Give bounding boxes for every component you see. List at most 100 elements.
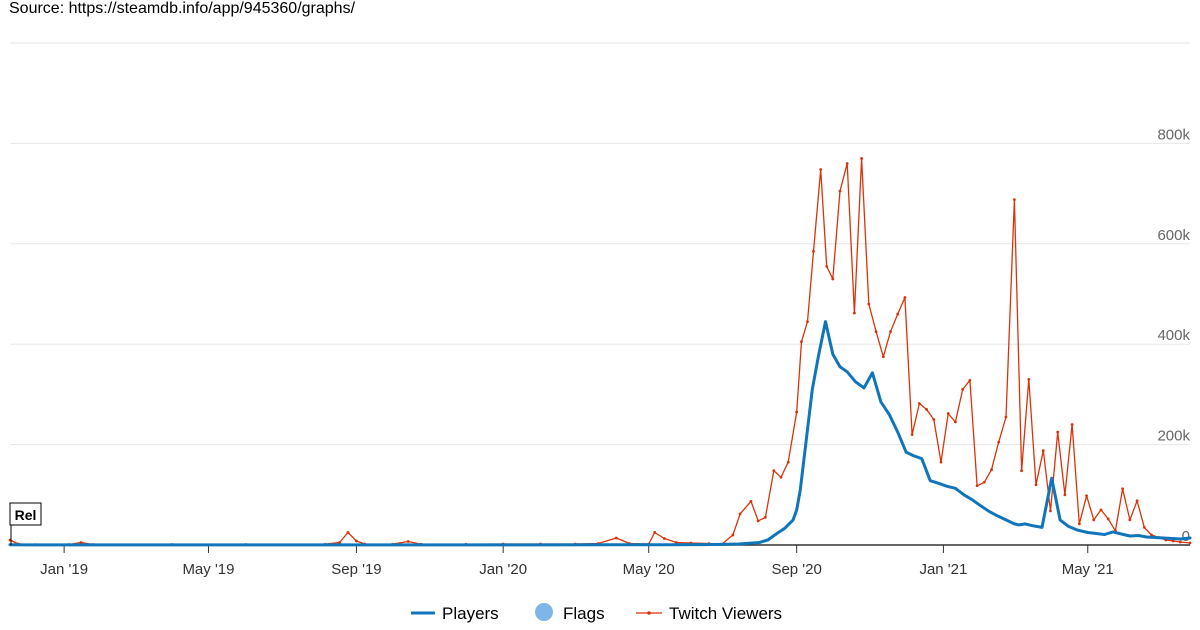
twitch-viewers-point[interactable] — [1020, 469, 1024, 473]
twitch-viewers-point[interactable] — [406, 540, 410, 543]
twitch-viewers-point[interactable] — [1070, 423, 1074, 426]
legend-players-label[interactable]: Players — [442, 604, 499, 623]
twitch-viewers-point[interactable] — [763, 515, 767, 519]
twitch-viewers-point[interactable] — [1142, 526, 1146, 529]
twitch-viewers-point[interactable] — [346, 531, 350, 534]
twitch-viewers-point[interactable] — [954, 420, 957, 424]
players-line[interactable] — [8, 320, 1192, 547]
twitch-viewers-point[interactable] — [1150, 533, 1153, 537]
twitch-viewers-point[interactable] — [881, 355, 885, 359]
y-tick-label: 0 — [1182, 528, 1190, 545]
twitch-viewers-point[interactable] — [795, 410, 799, 414]
twitch-viewers-point[interactable] — [867, 302, 871, 306]
y-tick-label: 800k — [1157, 126, 1190, 143]
twitch-viewers-point[interactable] — [819, 168, 823, 171]
legend-twitch-label[interactable]: Twitch Viewers — [669, 604, 782, 623]
twitch-viewers-point[interactable] — [772, 469, 776, 473]
twitch-viewers-point[interactable] — [1188, 541, 1192, 545]
twitch-viewers-point[interactable] — [1063, 493, 1067, 497]
twitch-viewers-point[interactable] — [982, 480, 986, 484]
twitch-viewers-point[interactable] — [800, 340, 803, 344]
twitch-viewers-point[interactable] — [1077, 522, 1081, 526]
twitch-viewers-point[interactable] — [1178, 540, 1182, 544]
twitch-viewers-point[interactable] — [1041, 449, 1045, 453]
twitch-viewers-point[interactable] — [853, 311, 856, 315]
grid-lines — [10, 42, 1190, 446]
twitch-viewers-point[interactable] — [355, 539, 358, 543]
twitch-viewers-point[interactable] — [990, 468, 993, 472]
twitch-viewers-point[interactable] — [1004, 415, 1008, 419]
x-tick-label: Jan '19 — [40, 561, 88, 578]
twitch-viewers-point[interactable] — [779, 475, 783, 479]
twitch-viewers-point[interactable] — [1012, 198, 1016, 202]
twitch-viewers-point[interactable] — [939, 460, 943, 464]
twitch-viewers-point[interactable] — [825, 264, 829, 268]
twitch-viewers-point[interactable] — [946, 412, 950, 415]
twitch-viewers-line[interactable] — [9, 157, 1191, 546]
twitch-viewers-point[interactable] — [997, 440, 1001, 444]
x-tick-label: May '19 — [182, 561, 234, 578]
twitch-viewers-point[interactable] — [1099, 508, 1103, 512]
series-players[interactable] — [8, 320, 1192, 547]
twitch-viewers-point[interactable] — [961, 387, 965, 391]
y-tick-label: 200k — [1157, 428, 1190, 445]
twitch-viewers-point[interactable] — [1106, 517, 1110, 521]
twitch-viewers-point[interactable] — [812, 249, 815, 253]
legend-flags-label[interactable]: Flags — [563, 604, 605, 623]
twitch-viewers-point[interactable] — [731, 533, 735, 537]
twitch-viewers-point[interactable] — [874, 330, 878, 334]
x-tick-label: Sep '19 — [331, 561, 381, 578]
twitch-viewers-point[interactable] — [968, 378, 972, 382]
twitch-viewers-point[interactable] — [1092, 518, 1096, 522]
legend-twitch-marker — [647, 611, 651, 615]
twitch-viewers-point[interactable] — [338, 541, 341, 544]
y-tick-label: 400k — [1157, 327, 1190, 344]
twitch-viewers-point[interactable] — [838, 189, 842, 193]
twitch-viewers-point[interactable] — [1171, 539, 1175, 543]
twitch-viewers-point[interactable] — [1085, 494, 1088, 498]
flag-label: Rel — [15, 507, 37, 523]
x-tick-label: Jan '20 — [479, 561, 527, 578]
twitch-viewers-point[interactable] — [1034, 483, 1038, 487]
series-twitch-viewers[interactable] — [8, 157, 1192, 546]
twitch-viewers-point[interactable] — [653, 531, 657, 534]
twitch-viewers-point[interactable] — [925, 408, 928, 411]
x-axis: Jan '19 May '19 Sep '19 Jan '20 May '20 Sep '… — [10, 544, 1190, 578]
twitch-viewers-point[interactable] — [845, 162, 849, 165]
twitch-viewers-point[interactable] — [786, 460, 790, 464]
twitch-viewers-point[interactable] — [1027, 377, 1031, 381]
twitch-viewers-point[interactable] — [79, 541, 83, 544]
x-tick-label: May '20 — [623, 561, 675, 578]
twitch-viewers-point[interactable] — [889, 330, 892, 334]
twitch-viewers-point[interactable] — [1049, 509, 1052, 513]
source-caption: Source: https://steamdb.info/app/945360/… — [9, 0, 356, 17]
twitch-viewers-point[interactable] — [860, 157, 864, 160]
twitch-viewers-point[interactable] — [1056, 430, 1060, 434]
twitch-viewers-point[interactable] — [749, 499, 753, 503]
x-tick-label: Jan '21 — [919, 561, 967, 578]
twitch-viewers-point[interactable] — [831, 277, 835, 281]
y-tick-label: 600k — [1157, 227, 1190, 244]
twitch-viewers-point[interactable] — [896, 312, 900, 316]
twitch-viewers-point[interactable] — [1135, 499, 1139, 503]
twitch-viewers-point[interactable] — [1121, 487, 1125, 491]
twitch-viewers-point[interactable] — [756, 519, 760, 523]
legend-flags-symbol — [535, 603, 553, 621]
x-tick-label: Sep '20 — [771, 561, 821, 578]
x-tick-label: May '21 — [1062, 561, 1114, 578]
twitch-viewers-point[interactable] — [738, 512, 742, 516]
twitch-viewers-point[interactable] — [662, 537, 666, 540]
twitch-viewers-point[interactable] — [917, 402, 921, 405]
y-axis-tick-labels: 0 200k 400k 600k 800k — [1157, 126, 1190, 545]
twitch-viewers-point[interactable] — [903, 296, 907, 299]
twitch-viewers-point[interactable] — [1128, 518, 1132, 522]
flags-layer: Rel — [9, 502, 42, 545]
flag-box[interactable] — [9, 502, 42, 526]
twitch-viewers-point[interactable] — [614, 536, 618, 540]
twitch-viewers-point[interactable] — [806, 320, 809, 324]
twitch-viewers-point[interactable] — [975, 484, 979, 488]
twitch-viewers-point[interactable] — [910, 433, 914, 436]
twitch-viewers-point[interactable] — [932, 418, 936, 421]
legend: Players Flags Twitch Viewers — [411, 603, 782, 623]
